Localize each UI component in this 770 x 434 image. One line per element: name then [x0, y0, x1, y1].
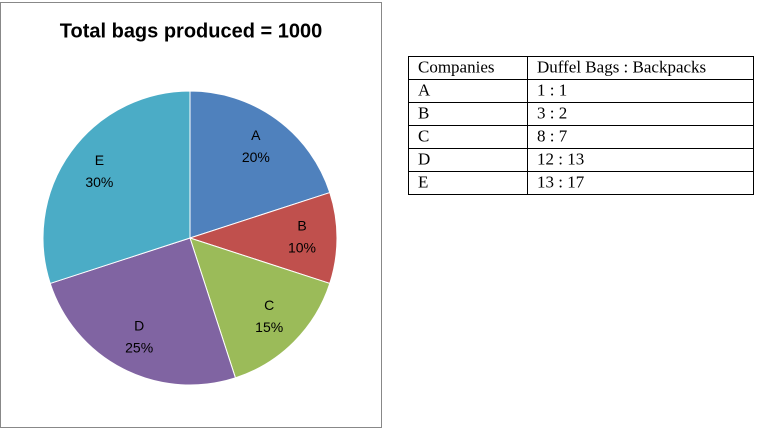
- slice-value-label: 10%: [288, 240, 316, 256]
- table-cell: B: [418, 103, 429, 122]
- table-cell: 8 : 7: [537, 126, 568, 145]
- pie-slice: [42, 90, 191, 285]
- slice-category-label: C: [264, 297, 274, 313]
- slice-value-label: 15%: [255, 319, 283, 335]
- table-header-cell: Duffel Bags : Backpacks: [537, 57, 706, 76]
- table-cell: A: [418, 80, 431, 99]
- pie: A 20% B 10% C 15% D 25% E 30%: [42, 90, 338, 386]
- slice-category-label: A: [251, 127, 261, 143]
- slice-category-label: D: [134, 317, 144, 333]
- slice-value-label: 30%: [85, 174, 113, 190]
- table-cell: 1 : 1: [537, 80, 567, 99]
- slice-category-label: B: [297, 218, 306, 234]
- table-cell: E: [418, 172, 428, 191]
- slice-value-label: 25%: [125, 339, 153, 355]
- table-cell: 3 : 2: [537, 103, 567, 122]
- table-cell: 13 : 17: [537, 172, 585, 191]
- pie-slice: [189, 90, 331, 239]
- pie-slice: [188, 191, 338, 285]
- pie-slice: [189, 237, 331, 379]
- chart-title: Total bags produced = 1000: [60, 20, 322, 42]
- pie-slice: [49, 237, 237, 386]
- table-cell: D: [418, 149, 430, 168]
- table-cell: C: [418, 126, 429, 145]
- table-cell: 12 : 13: [537, 149, 584, 168]
- slice-category-label: E: [95, 152, 104, 168]
- table-header-cell: Companies: [418, 57, 495, 76]
- table: Companies Duffel Bags : Backpacks A 1 : 1 B 3…: [408, 56, 754, 195]
- slice-value-label: 20%: [242, 149, 270, 165]
